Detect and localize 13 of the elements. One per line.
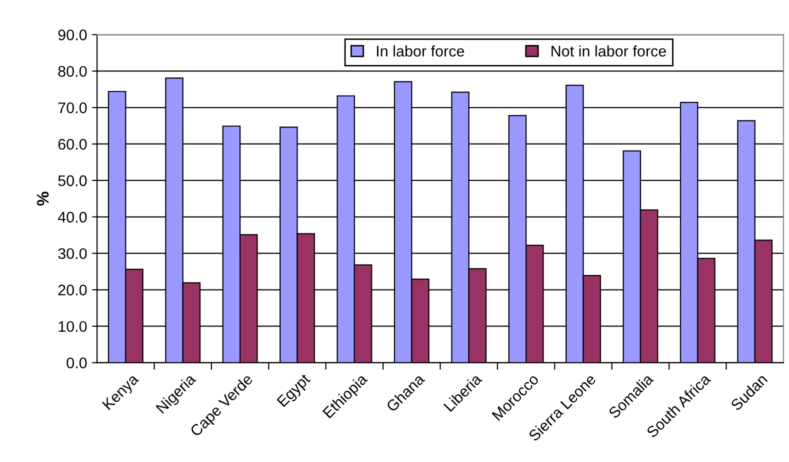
y-tick-label: 30.0 xyxy=(58,248,87,260)
y-tick-label: 90.0 xyxy=(58,30,87,40)
y-tick-label: 60.0 xyxy=(58,138,87,150)
legend-label: In labor force xyxy=(377,45,464,57)
y-tick-label: 50.0 xyxy=(58,175,87,186)
y-axis-title: % xyxy=(36,192,49,206)
y-tick-label: 70.0 xyxy=(58,102,87,114)
y-tick-label: 80.0 xyxy=(58,66,87,77)
y-tick-label: 10.0 xyxy=(58,321,87,332)
y-tick-label: 0.0 xyxy=(66,358,87,368)
legend-label: Not in labor force xyxy=(552,45,666,57)
y-tick-label: 20.0 xyxy=(58,284,87,296)
y-tick-label: 40.0 xyxy=(58,212,87,223)
